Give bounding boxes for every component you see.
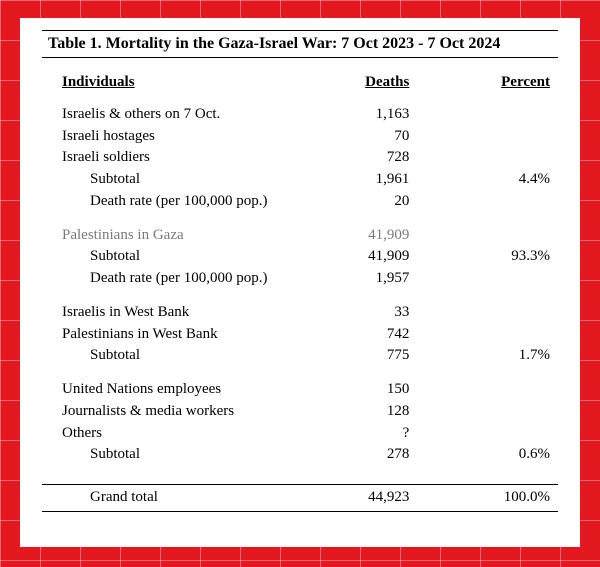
- table-row: Israeli hostages70: [42, 126, 558, 148]
- row-deaths: ?: [326, 423, 440, 445]
- row-label: Subtotal: [42, 169, 326, 191]
- row-deaths: 33: [326, 302, 440, 324]
- row-percent: [439, 324, 558, 346]
- row-label: Palestinians in West Bank: [42, 324, 326, 346]
- table-row: Subtotal2780.6%: [42, 444, 558, 466]
- row-label: Subtotal: [42, 246, 326, 268]
- mortality-table: Individuals Deaths Percent Israelis & ot…: [42, 72, 558, 478]
- table-row: Israeli soldiers728: [42, 147, 558, 169]
- row-deaths: 1,957: [326, 268, 440, 290]
- table-row: United Nations employees150: [42, 379, 558, 401]
- row-percent: [439, 302, 558, 324]
- table-row: Israelis in West Bank33: [42, 302, 558, 324]
- row-percent: 1.7%: [439, 345, 558, 367]
- col-header-deaths: Deaths: [326, 72, 440, 104]
- col-header-percent: Percent: [439, 72, 558, 104]
- row-percent: [439, 104, 558, 126]
- row-label: Israeli soldiers: [42, 147, 326, 169]
- table-row: Subtotal1,9614.4%: [42, 169, 558, 191]
- table-row: Death rate (per 100,000 pop.)1,957: [42, 268, 558, 290]
- row-percent: [439, 379, 558, 401]
- row-percent: 93.3%: [439, 246, 558, 268]
- row-deaths: 1,163: [326, 104, 440, 126]
- table-row: Others?: [42, 423, 558, 445]
- row-label: Subtotal: [42, 345, 326, 367]
- table-row: Israelis & others on 7 Oct.1,163: [42, 104, 558, 126]
- section-spacer: [42, 367, 558, 379]
- row-percent: [439, 191, 558, 213]
- row-deaths: 20: [326, 191, 440, 213]
- row-deaths: 278: [326, 444, 440, 466]
- row-deaths: 150: [326, 379, 440, 401]
- grand-total-bar: Grand total 44,923 100.0%: [42, 484, 558, 512]
- row-deaths: 775: [326, 345, 440, 367]
- row-percent: [439, 401, 558, 423]
- row-label: Israeli hostages: [42, 126, 326, 148]
- row-percent: [439, 147, 558, 169]
- table-row: Subtotal7751.7%: [42, 345, 558, 367]
- row-deaths: 1,961: [326, 169, 440, 191]
- row-label: United Nations employees: [42, 379, 326, 401]
- table-title: Table 1. Mortality in the Gaza-Israel Wa…: [48, 35, 500, 52]
- table-title-bar: Table 1. Mortality in the Gaza-Israel Wa…: [42, 30, 558, 58]
- section-spacer: [42, 466, 558, 478]
- row-deaths: 70: [326, 126, 440, 148]
- row-deaths: 742: [326, 324, 440, 346]
- row-percent: [439, 268, 558, 290]
- grand-total-label: Grand total: [42, 487, 326, 509]
- row-label: Israelis in West Bank: [42, 302, 326, 324]
- row-label: Israelis & others on 7 Oct.: [42, 104, 326, 126]
- row-percent: 0.6%: [439, 444, 558, 466]
- row-deaths: 728: [326, 147, 440, 169]
- row-deaths: 128: [326, 401, 440, 423]
- table-header-row: Individuals Deaths Percent: [42, 72, 558, 104]
- row-label: Death rate (per 100,000 pop.): [42, 191, 326, 213]
- row-deaths: 41,909: [326, 225, 440, 247]
- row-percent: [439, 423, 558, 445]
- row-label: Death rate (per 100,000 pop.): [42, 268, 326, 290]
- row-percent: 4.4%: [439, 169, 558, 191]
- table-row: Palestinians in West Bank742: [42, 324, 558, 346]
- col-header-individuals: Individuals: [42, 72, 326, 104]
- section-spacer: [42, 213, 558, 225]
- row-label: Palestinians in Gaza: [42, 225, 326, 247]
- table-row: Death rate (per 100,000 pop.)20: [42, 191, 558, 213]
- row-label: Others: [42, 423, 326, 445]
- frame-border: Table 1. Mortality in the Gaza-Israel Wa…: [0, 0, 600, 567]
- row-deaths: 41,909: [326, 246, 440, 268]
- row-percent: [439, 225, 558, 247]
- table-row: Palestinians in Gaza41,909: [42, 225, 558, 247]
- row-label: Journalists & media workers: [42, 401, 326, 423]
- grand-total-row: Grand total 44,923 100.0%: [42, 487, 558, 509]
- table-row: Subtotal41,90993.3%: [42, 246, 558, 268]
- table-row: Journalists & media workers128: [42, 401, 558, 423]
- grand-total-percent: 100.0%: [439, 487, 558, 509]
- section-spacer: [42, 290, 558, 302]
- page: Table 1. Mortality in the Gaza-Israel Wa…: [20, 18, 580, 547]
- row-label: Subtotal: [42, 444, 326, 466]
- row-percent: [439, 126, 558, 148]
- grand-total-deaths: 44,923: [326, 487, 440, 509]
